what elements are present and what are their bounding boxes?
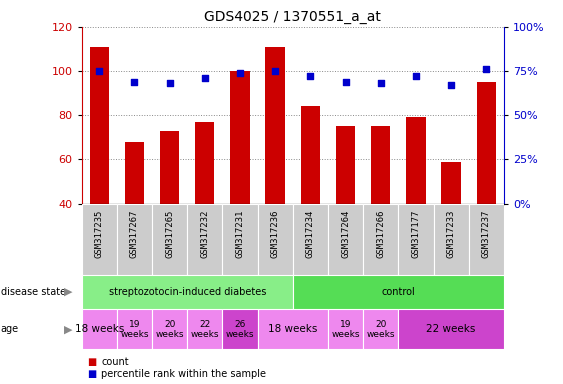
Text: control: control (382, 287, 415, 297)
Bar (293, 204, 328, 275)
Bar (293, 275, 504, 309)
Text: GSM317232: GSM317232 (200, 209, 209, 258)
Text: GSM317236: GSM317236 (271, 209, 280, 258)
Bar (441, 162, 461, 292)
Text: 22
weeks: 22 weeks (190, 319, 219, 339)
Bar (117, 204, 152, 275)
Bar (399, 309, 504, 349)
Bar (195, 122, 215, 292)
Bar (222, 309, 258, 349)
Bar (187, 309, 222, 349)
Text: GSM317265: GSM317265 (165, 209, 174, 258)
Bar (125, 142, 144, 292)
Bar (301, 106, 320, 292)
Text: ▶: ▶ (64, 287, 72, 297)
Text: GSM317177: GSM317177 (412, 209, 421, 258)
Title: GDS4025 / 1370551_a_at: GDS4025 / 1370551_a_at (204, 10, 381, 25)
Bar (258, 309, 328, 349)
Text: 20
weeks: 20 weeks (155, 319, 184, 339)
Text: GSM317267: GSM317267 (130, 209, 139, 258)
Bar (328, 204, 363, 275)
Point (446, 82, 455, 88)
Point (412, 73, 421, 79)
Text: GSM317234: GSM317234 (306, 209, 315, 258)
Text: 18 weeks: 18 weeks (268, 324, 318, 334)
Text: 22 weeks: 22 weeks (426, 324, 476, 334)
Bar (477, 82, 496, 292)
Bar (258, 204, 293, 275)
Text: GSM317231: GSM317231 (235, 209, 244, 258)
Bar (82, 275, 293, 309)
Text: percentile rank within the sample: percentile rank within the sample (101, 369, 266, 379)
Bar (152, 204, 187, 275)
Bar (328, 309, 363, 349)
Text: streptozotocin-induced diabetes: streptozotocin-induced diabetes (109, 287, 266, 297)
Text: disease state: disease state (1, 287, 66, 297)
Bar (434, 204, 468, 275)
Text: ■: ■ (87, 369, 96, 379)
Text: 18 weeks: 18 weeks (74, 324, 124, 334)
Text: ■: ■ (87, 357, 96, 367)
Bar (230, 71, 249, 292)
Bar (406, 118, 426, 292)
Bar (363, 309, 399, 349)
Text: count: count (101, 357, 129, 367)
Point (306, 73, 315, 79)
Text: 20
weeks: 20 weeks (367, 319, 395, 339)
Point (165, 80, 174, 86)
Bar (336, 126, 355, 292)
Bar (160, 131, 179, 292)
Bar (82, 309, 117, 349)
Point (271, 68, 280, 74)
Text: 26
weeks: 26 weeks (226, 319, 254, 339)
Text: GSM317235: GSM317235 (95, 209, 104, 258)
Point (235, 70, 244, 76)
Text: ▶: ▶ (64, 324, 72, 334)
Bar (117, 309, 152, 349)
Bar (266, 47, 285, 292)
Bar (82, 204, 117, 275)
Point (376, 80, 385, 86)
Text: 19
weeks: 19 weeks (331, 319, 360, 339)
Point (341, 79, 350, 85)
Text: 19
weeks: 19 weeks (120, 319, 149, 339)
Point (200, 75, 209, 81)
Text: GSM317237: GSM317237 (482, 209, 491, 258)
Bar (90, 47, 109, 292)
Point (130, 79, 139, 85)
Text: GSM317233: GSM317233 (446, 209, 455, 258)
Bar (363, 204, 399, 275)
Bar (468, 204, 504, 275)
Bar (399, 204, 434, 275)
Bar (152, 309, 187, 349)
Bar (371, 126, 390, 292)
Text: age: age (1, 324, 19, 334)
Point (95, 68, 104, 74)
Point (482, 66, 491, 72)
Text: GSM317264: GSM317264 (341, 209, 350, 258)
Bar (222, 204, 258, 275)
Bar (187, 204, 222, 275)
Text: GSM317266: GSM317266 (376, 209, 385, 258)
